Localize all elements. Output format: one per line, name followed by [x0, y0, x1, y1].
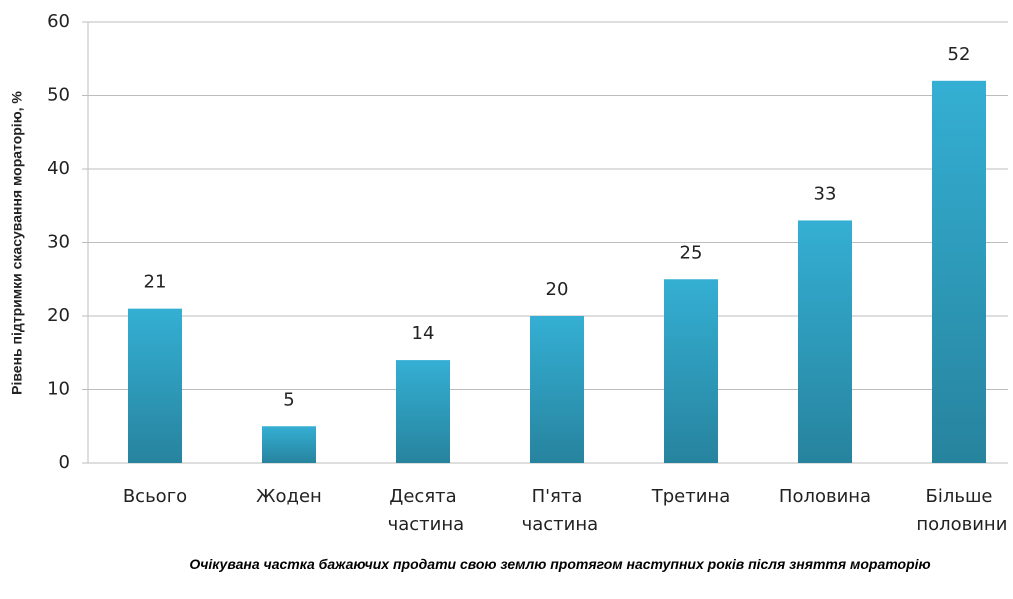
x-tick-label: Третина	[651, 486, 730, 507]
y-tick-label: 0	[59, 452, 70, 473]
value-label: 14	[412, 323, 435, 344]
y-tick-label: 10	[47, 379, 70, 400]
value-label: 33	[814, 183, 837, 204]
y-tick-label: 50	[47, 85, 70, 106]
bar-shade	[798, 220, 852, 463]
value-label: 20	[546, 279, 569, 300]
x-tick-label: Половина	[779, 486, 871, 507]
bar-shade	[128, 308, 182, 463]
bar-shade	[530, 316, 584, 463]
y-axis-title: Рівень підтримки скасування мораторію, %	[9, 91, 25, 395]
bar-shade	[664, 279, 718, 463]
x-tick-label: Десята частина	[382, 486, 464, 535]
bar-shade	[262, 426, 316, 463]
bar-shade	[932, 80, 986, 464]
x-tick-label: Всього	[123, 486, 187, 507]
y-tick-label: 20	[47, 305, 70, 326]
value-label: 25	[680, 242, 703, 263]
bar-shade	[396, 360, 450, 463]
y-tick-label: 30	[47, 232, 70, 253]
value-label: 52	[948, 44, 971, 65]
x-tick-label: Жоден	[256, 486, 322, 507]
x-tick-label: П'ята частина	[516, 486, 598, 535]
x-axis-title: Очікувана частка бажаючих продати свою з…	[189, 556, 931, 572]
y-tick-label: 40	[47, 158, 70, 179]
x-tick-label: Більше половини	[911, 486, 1008, 535]
y-tick-label: 60	[47, 11, 70, 32]
value-label: 21	[144, 272, 167, 293]
value-label: 5	[283, 389, 294, 410]
